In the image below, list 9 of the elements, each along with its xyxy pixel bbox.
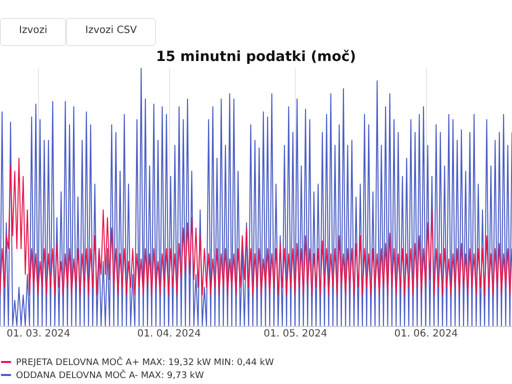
x-tick-label: 01. 06. 2024 <box>394 328 458 340</box>
x-tick-label: 01. 03. 2024 <box>6 328 70 340</box>
legend-label: PREJETA DELOVNA MOČ A+ MAX: 19,32 kW MIN: 0,44 kW <box>16 356 274 368</box>
chart-title: 15 minutni podatki (moč) <box>156 49 356 65</box>
text: Izvozi CSV <box>66 18 156 46</box>
x-tick-label: 01. 05. 2024 <box>264 328 328 340</box>
x-tick-label: 01. 04. 2024 <box>137 328 201 340</box>
text: Izvozi <box>0 18 66 46</box>
legend-label: ODDANA DELOVNA MOČ A- MAX: 9,73 kW <box>16 369 204 381</box>
